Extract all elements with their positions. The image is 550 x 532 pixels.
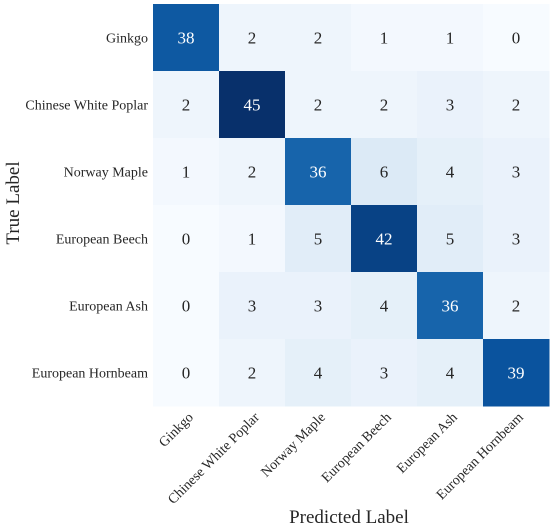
heatmap-cell <box>417 138 484 206</box>
cell-value-label: 4 <box>446 364 455 383</box>
x-tick-label: Ginkgo <box>157 410 197 450</box>
cell-value-label: 2 <box>380 96 389 115</box>
cell-value-label: 0 <box>182 230 191 249</box>
cell-value-label: 0 <box>182 364 191 383</box>
cell-value-label: 2 <box>182 96 191 115</box>
cell-value-label: 3 <box>446 96 455 115</box>
cell-value-label: 2 <box>314 96 323 115</box>
heatmap-cell <box>417 71 484 139</box>
heatmap-cell <box>153 339 220 407</box>
heatmap-cells <box>153 4 550 407</box>
x-tick-label: European Ash <box>394 410 460 476</box>
cell-value-label: 36 <box>310 163 327 182</box>
cell-value-label: 4 <box>446 163 455 182</box>
y-tick-label: Norway Maple <box>64 166 148 181</box>
heatmap-cell <box>219 4 286 72</box>
y-axis-tick-labels: Ginkgo Chinese White Poplar Norway Maple Eu… <box>25 32 148 382</box>
cell-value-label: 36 <box>442 297 459 316</box>
heatmap-cell <box>285 71 352 139</box>
y-tick-label: European Ash <box>69 300 148 315</box>
heatmap-cell <box>483 138 550 206</box>
y-tick-label: Chinese White Poplar <box>25 99 148 114</box>
cell-value-label: 3 <box>512 163 521 182</box>
cell-value-label: 3 <box>380 364 389 383</box>
x-tick-label: European Beech <box>319 410 395 486</box>
cell-value-label: 3 <box>248 297 257 316</box>
heatmap-cell <box>351 138 418 206</box>
cell-value-labels: 38 2 2 1 1 0 2 45 2 2 3 2 1 2 36 6 4 3 0 1 5 42 5 3 0 3 3 4 36 2 0 2 4 3 4… <box>178 29 525 383</box>
cell-value-label: 1 <box>182 163 191 182</box>
cell-value-label: 2 <box>512 297 521 316</box>
heatmap-cell <box>351 272 418 340</box>
heatmap-cell <box>351 205 418 273</box>
cell-value-label: 42 <box>376 230 393 249</box>
cell-value-label: 39 <box>508 364 525 383</box>
heatmap-cell <box>219 272 286 340</box>
heatmap-cell <box>285 205 352 273</box>
cell-value-label: 0 <box>182 297 191 316</box>
x-axis-label: Predicted Label <box>289 507 409 528</box>
heatmap-cell <box>219 205 286 273</box>
cell-value-label: 2 <box>512 96 521 115</box>
heatmap-cell <box>417 339 484 407</box>
cell-value-label: 45 <box>244 96 261 115</box>
heatmap-cell <box>153 138 220 206</box>
heatmap-cell <box>483 71 550 139</box>
heatmap-cell <box>351 339 418 407</box>
heatmap-cell <box>153 205 220 273</box>
cell-value-label: 2 <box>248 364 257 383</box>
cell-value-label: 6 <box>380 163 389 182</box>
heatmap-cell <box>153 272 220 340</box>
cell-value-label: 1 <box>446 29 455 48</box>
heatmap-cell <box>285 138 352 206</box>
heatmap-cell <box>351 4 418 72</box>
y-axis-label: True Label <box>3 161 24 244</box>
heatmap-cell <box>483 339 550 407</box>
cell-value-label: 4 <box>314 364 323 383</box>
cell-value-label: 5 <box>314 230 323 249</box>
heatmap-cell <box>417 205 484 273</box>
heatmap-cell <box>153 71 220 139</box>
cell-value-label: 2 <box>248 163 257 182</box>
heatmap-cell <box>285 4 352 72</box>
heatmap-cell <box>153 4 220 72</box>
x-tick-label: Norway Maple <box>259 410 329 480</box>
heatmap-cell <box>219 138 286 206</box>
cell-value-label: 38 <box>178 29 195 48</box>
y-tick-label: European Beech <box>56 233 148 248</box>
cell-value-label: 2 <box>248 29 257 48</box>
cell-value-label: 1 <box>248 230 257 249</box>
cell-value-label: 1 <box>380 29 389 48</box>
heatmap-cell <box>351 71 418 139</box>
cell-value-label: 4 <box>380 297 389 316</box>
cell-value-label: 0 <box>512 29 521 48</box>
heatmap-cell <box>219 339 286 407</box>
cell-value-label: 3 <box>512 230 521 249</box>
cell-value-label: 5 <box>446 230 455 249</box>
heatmap-cell <box>483 205 550 273</box>
cell-value-label: 2 <box>314 29 323 48</box>
y-tick-label: European Hornbeam <box>32 367 148 382</box>
heatmap-cell <box>483 272 550 340</box>
cell-value-label: 3 <box>314 297 323 316</box>
heatmap-cell <box>417 4 484 72</box>
heatmap-cell <box>417 272 484 340</box>
heatmap-cell <box>483 4 550 72</box>
heatmap-cell <box>285 339 352 407</box>
heatmap-cell <box>285 272 352 340</box>
y-tick-label: Ginkgo <box>106 32 148 47</box>
heatmap-cell <box>219 71 286 139</box>
